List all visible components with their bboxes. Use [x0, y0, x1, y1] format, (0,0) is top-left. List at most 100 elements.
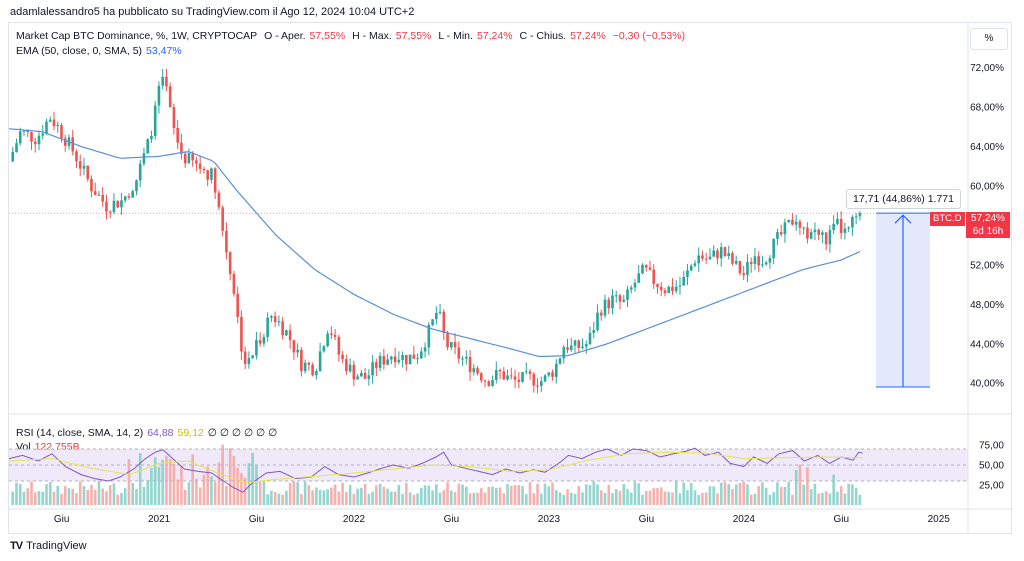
volume-bar	[584, 484, 588, 505]
candle-body	[273, 316, 277, 323]
candle-body	[225, 230, 228, 253]
volume-bar	[491, 486, 494, 505]
volume-bar	[120, 492, 123, 505]
volume-bar	[502, 493, 506, 505]
volume-bar	[506, 483, 509, 505]
volume-bar	[783, 486, 787, 505]
volume-bar	[363, 483, 367, 505]
volume-bar	[607, 485, 611, 505]
price-tick-label: 40,00%	[970, 379, 1004, 390]
candle-body	[491, 379, 494, 386]
volume-bar	[382, 486, 386, 505]
candle-body	[757, 256, 760, 266]
candle-body	[93, 191, 97, 196]
candle-body	[573, 340, 577, 346]
volume-bar	[566, 489, 569, 505]
volume-bar	[734, 484, 738, 505]
volume-bar	[405, 482, 408, 505]
candle-body	[431, 319, 434, 325]
candle-body	[637, 273, 641, 283]
volume-bar	[116, 494, 120, 505]
volume-bar	[828, 493, 832, 505]
tradingview-logo-icon: TV	[10, 540, 23, 552]
candle-body	[187, 153, 191, 164]
volume-bar	[153, 457, 157, 505]
price-tick-label: 64,00%	[970, 142, 1004, 153]
ema-label[interactable]: EMA (50, close, 0, SMA, 5)	[16, 45, 143, 57]
candle-body	[607, 299, 611, 309]
candle-body	[476, 368, 479, 374]
candle-body	[764, 262, 768, 265]
candle-body	[618, 295, 622, 302]
volume-bar	[67, 488, 71, 505]
volume-bar	[573, 494, 577, 505]
candle-body	[446, 333, 449, 348]
volume-bar	[292, 481, 296, 505]
volume-bar	[453, 492, 457, 505]
candle-body	[592, 330, 596, 333]
volume-bar	[26, 488, 30, 505]
candle-body	[315, 371, 318, 376]
candle-body	[644, 264, 648, 268]
candle-body	[543, 375, 547, 382]
rsi-label[interactable]: RSI (14, close, SMA, 14, 2)	[16, 427, 144, 439]
legend-low-label: L - Min.	[438, 30, 473, 42]
candle-body	[746, 261, 749, 275]
candle-body	[217, 192, 221, 208]
candle-body	[824, 232, 828, 245]
candle-body	[416, 358, 419, 360]
candle-body	[120, 200, 123, 208]
volume-bar	[742, 481, 745, 505]
volume-bar	[716, 493, 719, 505]
candle-body	[311, 364, 314, 376]
candle-body	[161, 76, 164, 86]
volume-bar	[543, 483, 547, 505]
volume-bar	[791, 494, 794, 505]
volume-bar	[127, 459, 131, 505]
candle-body	[611, 295, 614, 309]
volume-bar	[22, 491, 26, 505]
candle-body	[11, 151, 15, 162]
volume-bar	[157, 467, 161, 505]
candle-body	[18, 131, 22, 144]
legend-symbol[interactable]: Market Cap BTC Dominance, %, 1W, CRYPTOC…	[16, 30, 258, 42]
candle-body	[498, 369, 502, 372]
volume-bar	[719, 482, 723, 505]
candle-body	[33, 141, 37, 145]
volume-bar	[150, 468, 153, 505]
chart-frame	[8, 22, 1012, 534]
candle-body	[854, 216, 858, 218]
candle-body	[480, 373, 483, 381]
price-tick-label: 48,00%	[970, 300, 1004, 311]
footer-brand[interactable]: TradingView	[26, 540, 87, 552]
volume-bar	[412, 494, 416, 505]
candle-body	[123, 196, 127, 201]
volume-bar	[809, 489, 813, 505]
volume-bar	[678, 493, 682, 505]
volume-bar	[33, 492, 37, 505]
volume-bar	[123, 488, 127, 505]
candle-body	[296, 349, 299, 353]
unit-button[interactable]: %	[970, 28, 1008, 50]
candle-body	[836, 218, 839, 224]
candle-body	[146, 139, 149, 154]
candle-body	[686, 270, 689, 277]
candle-body	[787, 219, 790, 223]
volume-bar	[839, 486, 843, 505]
candle-body	[558, 358, 562, 364]
candle-body	[41, 133, 45, 136]
candle-body	[659, 286, 663, 291]
candle-body	[232, 273, 236, 294]
volume-bar	[794, 470, 798, 505]
volume-bar	[652, 488, 656, 505]
volume-bar	[303, 481, 307, 505]
candle-body	[292, 340, 296, 353]
volume-bar	[708, 486, 712, 505]
candle-body	[386, 359, 389, 365]
candle-body	[153, 105, 157, 136]
candle-body	[52, 119, 56, 127]
volume-bar	[30, 481, 33, 505]
time-tick-label: 2025	[928, 514, 951, 525]
volume-bar	[206, 466, 209, 505]
